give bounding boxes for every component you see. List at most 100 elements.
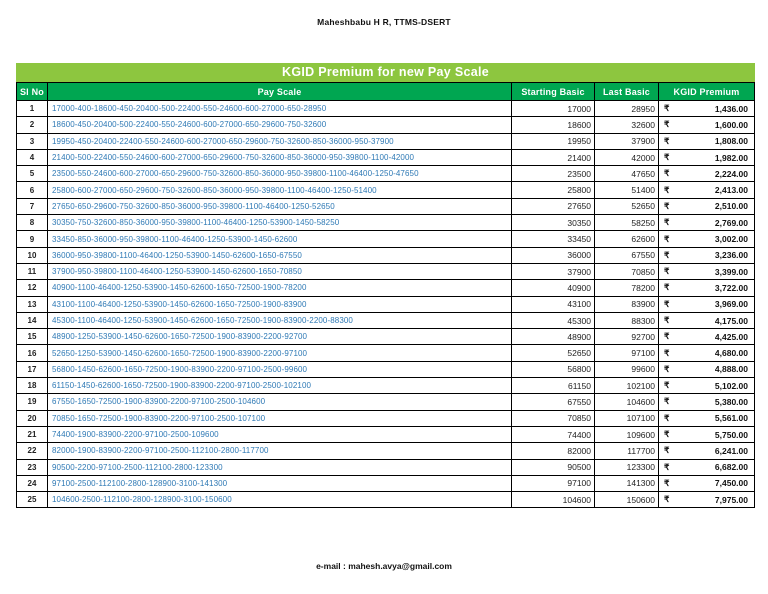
premium-amount: 1,600.00 bbox=[714, 119, 748, 130]
premium-amount: 7,975.00 bbox=[714, 494, 748, 505]
rupee-symbol: ₹ bbox=[664, 445, 670, 456]
cell-pay-scale: 36000-950-39800-1100-46400-1250-53900-14… bbox=[48, 247, 511, 263]
cell-starting-basic: 19950 bbox=[512, 133, 594, 149]
cell-pay-scale: 40900-1100-46400-1250-53900-1450-62600-1… bbox=[48, 280, 511, 296]
cell-kgid-premium: ₹3,399.00 bbox=[659, 263, 754, 280]
rupee-symbol: ₹ bbox=[664, 298, 670, 309]
rupee-symbol: ₹ bbox=[664, 233, 670, 244]
cell-sl-no: 3 bbox=[17, 133, 47, 149]
rupee-symbol: ₹ bbox=[664, 266, 670, 277]
cell-kgid-premium: ₹4,175.00 bbox=[659, 312, 754, 329]
cell-sl-no: 11 bbox=[17, 263, 47, 280]
premium-amount: 4,425.00 bbox=[714, 331, 748, 342]
premium-amount: 4,680.00 bbox=[714, 348, 748, 359]
cell-starting-basic: 43100 bbox=[512, 296, 594, 312]
premium-amount: 3,969.00 bbox=[714, 299, 748, 310]
cell-starting-basic: 21400 bbox=[512, 149, 594, 166]
cell-pay-scale: 90500-2200-97100-2500-112100-2800-123300 bbox=[48, 459, 511, 475]
cell-starting-basic: 104600 bbox=[512, 492, 594, 508]
cell-kgid-premium: ₹5,102.00 bbox=[659, 378, 754, 394]
cell-sl-no: 19 bbox=[17, 394, 47, 410]
cell-sl-no: 18 bbox=[17, 378, 47, 394]
author-header: Maheshbabu H R, TTMS-DSERT bbox=[317, 17, 451, 27]
cell-sl-no: 15 bbox=[17, 329, 47, 345]
cell-sl-no: 12 bbox=[17, 280, 47, 296]
cell-pay-scale: 21400-500-22400-550-24600-600-27000-650-… bbox=[48, 149, 511, 166]
rupee-symbol: ₹ bbox=[664, 168, 670, 179]
rupee-symbol: ₹ bbox=[664, 200, 670, 211]
cell-kgid-premium: ₹5,561.00 bbox=[659, 410, 754, 426]
cell-sl-no: 1 bbox=[17, 101, 47, 117]
cell-pay-scale: 37900-950-39800-1100-46400-1250-53900-14… bbox=[48, 263, 511, 280]
cell-pay-scale: 23500-550-24600-600-27000-650-29600-750-… bbox=[48, 166, 511, 182]
cell-pay-scale: 61150-1450-62600-1650-72500-1900-83900-2… bbox=[48, 378, 511, 394]
premium-amount: 1,436.00 bbox=[714, 103, 748, 114]
cell-kgid-premium: ₹1,600.00 bbox=[659, 117, 754, 133]
cell-kgid-premium: ₹4,425.00 bbox=[659, 329, 754, 345]
cell-sl-no: 21 bbox=[17, 426, 47, 443]
cell-last-basic: 88300 bbox=[595, 312, 658, 329]
cell-last-basic: 37900 bbox=[595, 133, 658, 149]
cell-pay-scale: 17000-400-18600-450-20400-500-22400-550-… bbox=[48, 101, 511, 117]
rupee-symbol: ₹ bbox=[664, 331, 670, 342]
cell-last-basic: 141300 bbox=[595, 475, 658, 492]
cell-last-basic: 52650 bbox=[595, 198, 658, 215]
cell-sl-no: 7 bbox=[17, 198, 47, 215]
cell-starting-basic: 18600 bbox=[512, 117, 594, 133]
cell-starting-basic: 27650 bbox=[512, 198, 594, 215]
column-header-starting-basic: Starting Basic bbox=[512, 83, 594, 100]
cell-starting-basic: 67550 bbox=[512, 394, 594, 410]
premium-amount: 2,413.00 bbox=[714, 185, 748, 196]
cell-sl-no: 8 bbox=[17, 215, 47, 231]
rupee-symbol: ₹ bbox=[664, 152, 670, 163]
cell-pay-scale: 97100-2500-112100-2800-128900-3100-14130… bbox=[48, 475, 511, 492]
cell-last-basic: 47650 bbox=[595, 166, 658, 182]
cell-kgid-premium: ₹5,380.00 bbox=[659, 394, 754, 410]
cell-last-basic: 150600 bbox=[595, 492, 658, 508]
cell-kgid-premium: ₹3,002.00 bbox=[659, 231, 754, 247]
cell-kgid-premium: ₹5,750.00 bbox=[659, 426, 754, 443]
cell-last-basic: 28950 bbox=[595, 101, 658, 117]
cell-sl-no: 22 bbox=[17, 443, 47, 459]
rupee-symbol: ₹ bbox=[664, 461, 670, 472]
cell-pay-scale: 67550-1650-72500-1900-83900-2200-97100-2… bbox=[48, 394, 511, 410]
cell-starting-basic: 17000 bbox=[512, 101, 594, 117]
rupee-symbol: ₹ bbox=[664, 135, 670, 146]
cell-starting-basic: 61150 bbox=[512, 378, 594, 394]
cell-pay-scale: 33450-850-36000-950-39800-1100-46400-125… bbox=[48, 231, 511, 247]
premium-amount: 1,982.00 bbox=[714, 152, 748, 163]
premium-amount: 2,510.00 bbox=[714, 201, 748, 212]
cell-kgid-premium: ₹3,236.00 bbox=[659, 247, 754, 263]
cell-last-basic: 32600 bbox=[595, 117, 658, 133]
cell-starting-basic: 40900 bbox=[512, 280, 594, 296]
cell-pay-scale: 82000-1900-83900-2200-97100-2500-112100-… bbox=[48, 443, 511, 459]
cell-sl-no: 9 bbox=[17, 231, 47, 247]
cell-starting-basic: 74400 bbox=[512, 426, 594, 443]
cell-pay-scale: 104600-2500-112100-2800-128900-3100-1506… bbox=[48, 492, 511, 508]
premium-amount: 6,241.00 bbox=[714, 445, 748, 456]
premium-amount: 3,722.00 bbox=[714, 282, 748, 293]
cell-starting-basic: 97100 bbox=[512, 475, 594, 492]
cell-starting-basic: 36000 bbox=[512, 247, 594, 263]
cell-sl-no: 24 bbox=[17, 475, 47, 492]
cell-sl-no: 14 bbox=[17, 312, 47, 329]
premium-amount: 2,224.00 bbox=[714, 168, 748, 179]
premium-amount: 5,561.00 bbox=[714, 413, 748, 424]
rupee-symbol: ₹ bbox=[664, 217, 670, 228]
column-header-pay-scale: Pay Scale bbox=[48, 83, 511, 100]
rupee-symbol: ₹ bbox=[664, 412, 670, 423]
premium-amount: 2,769.00 bbox=[714, 217, 748, 228]
cell-kgid-premium: ₹2,510.00 bbox=[659, 198, 754, 215]
cell-last-basic: 70850 bbox=[595, 263, 658, 280]
cell-last-basic: 51400 bbox=[595, 182, 658, 198]
cell-kgid-premium: ₹6,241.00 bbox=[659, 443, 754, 459]
cell-kgid-premium: ₹1,436.00 bbox=[659, 101, 754, 117]
cell-pay-scale: 52650-1250-53900-1450-62600-1650-72500-1… bbox=[48, 345, 511, 361]
rupee-symbol: ₹ bbox=[664, 396, 670, 407]
rupee-symbol: ₹ bbox=[664, 363, 670, 374]
premium-amount: 4,175.00 bbox=[714, 315, 748, 326]
table-grid: Sl No Pay Scale Starting Basic Last Basi… bbox=[16, 82, 755, 509]
cell-starting-basic: 45300 bbox=[512, 312, 594, 329]
cell-starting-basic: 23500 bbox=[512, 166, 594, 182]
cell-sl-no: 13 bbox=[17, 296, 47, 312]
